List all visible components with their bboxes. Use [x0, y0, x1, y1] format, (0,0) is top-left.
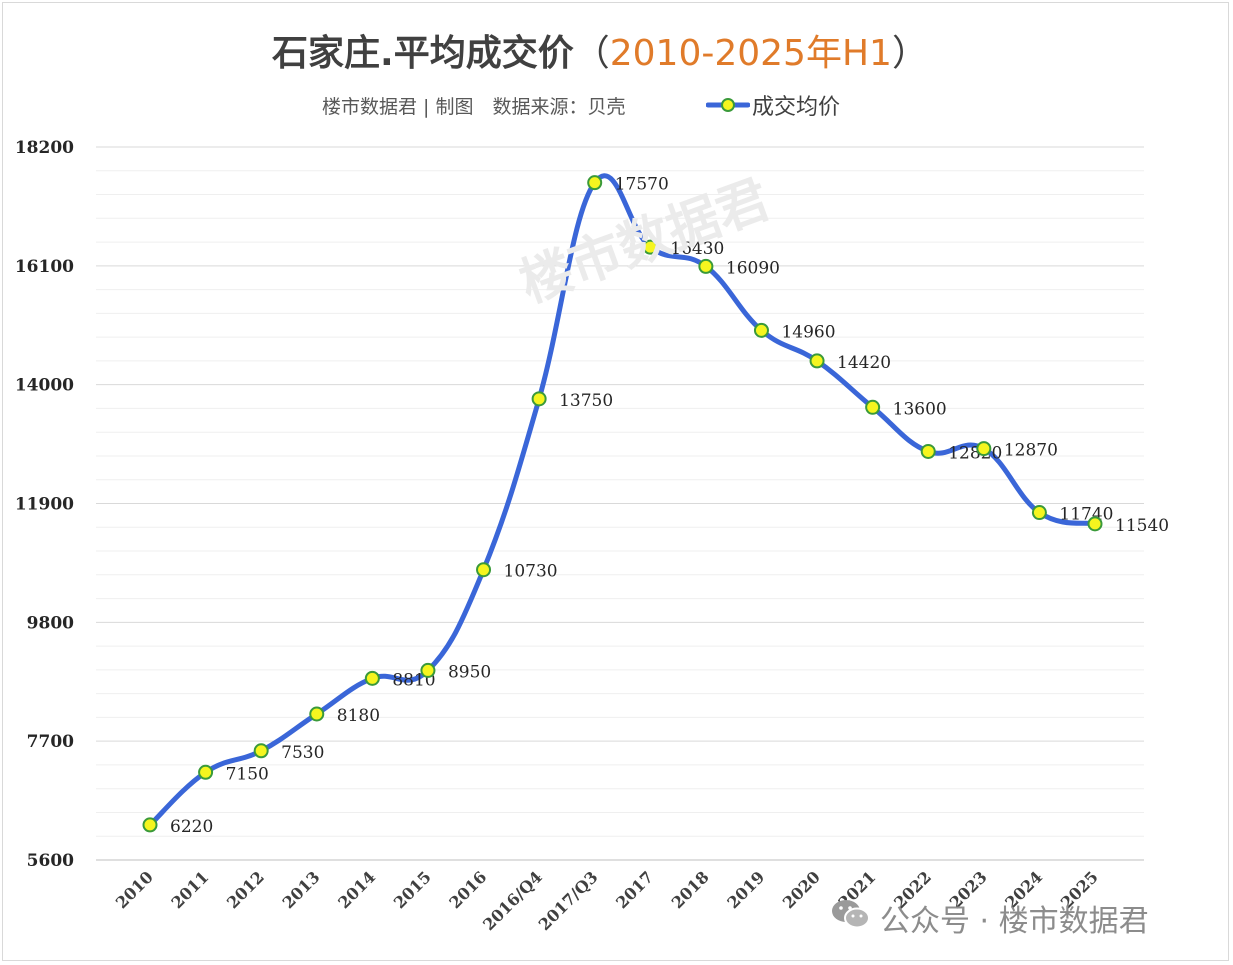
data-point	[420, 662, 436, 678]
data-point	[364, 670, 380, 686]
chart-legend: 成交均价	[705, 90, 841, 120]
data-label: 11540	[1115, 516, 1169, 536]
brand-footer: 公众号 · 楼市数据君	[830, 896, 1149, 940]
data-point	[587, 175, 603, 191]
x-tick-label: 2012	[223, 867, 268, 912]
data-point	[1087, 516, 1103, 532]
x-tick-label: 2018	[668, 867, 713, 912]
data-point	[642, 239, 658, 255]
y-tick-label: 16100	[15, 257, 74, 277]
x-tick-label: 2017	[612, 867, 657, 912]
x-tick-label: 2015	[390, 867, 435, 912]
data-label: 16430	[670, 239, 724, 259]
data-label: 6220	[170, 817, 213, 837]
title-open-paren: （	[573, 33, 610, 74]
data-label: 7150	[226, 764, 269, 784]
data-point	[142, 817, 158, 833]
data-label: 12820	[948, 443, 1002, 463]
data-point	[698, 258, 714, 274]
x-tick-label: 2013	[279, 867, 324, 912]
data-label: 16090	[726, 258, 780, 278]
title-main-text: 石家庄.平均成交价	[272, 33, 574, 74]
x-tick-label: 2016/Q4	[479, 867, 546, 934]
legend-label: 成交均价	[752, 95, 841, 120]
data-point	[920, 443, 936, 459]
y-tick-label: 5600	[27, 851, 74, 871]
data-label: 12870	[1004, 441, 1058, 461]
data-point	[309, 706, 325, 722]
y-tick-label: 9800	[27, 613, 74, 633]
x-tick-label: 2010	[112, 867, 157, 912]
x-tick-label: 2014	[334, 867, 379, 912]
data-point	[753, 322, 769, 338]
y-tick-label: 11900	[15, 495, 74, 515]
data-point	[865, 399, 881, 415]
title-accent-text: 2010-2025年H1	[609, 33, 892, 74]
wechat-icon	[830, 897, 872, 939]
x-tick-label: 2019	[723, 867, 768, 912]
chart-title: 石家庄.平均成交价（2010-2025年H1）	[0, 24, 1200, 76]
legend-marker	[721, 98, 735, 112]
data-point	[976, 441, 992, 457]
data-label: 8180	[337, 706, 380, 726]
data-point	[476, 562, 492, 578]
data-label: 14960	[781, 322, 835, 342]
y-tick-label: 18200	[15, 138, 74, 158]
chart-subtitle: 楼市数据君 | 制图 数据来源：贝壳	[322, 96, 626, 118]
data-point	[1031, 505, 1047, 521]
data-point	[253, 743, 269, 759]
x-tick-label: 2011	[167, 867, 212, 912]
y-tick-label: 7700	[27, 732, 74, 752]
data-point	[198, 764, 214, 780]
data-label: 10730	[504, 562, 558, 582]
legend-line-marker-icon	[705, 93, 751, 117]
x-tick-label: 2020	[779, 867, 824, 912]
data-label: 14420	[837, 353, 891, 373]
data-point	[809, 353, 825, 369]
x-tick-label: 2017/Q3	[535, 867, 602, 934]
data-label: 13600	[893, 399, 947, 419]
data-point	[531, 391, 547, 407]
data-label: 13750	[559, 391, 613, 411]
data-label: 7530	[281, 743, 324, 763]
title-close-paren: ）	[891, 33, 928, 74]
data-label: 8950	[448, 662, 491, 682]
data-label: 17570	[615, 175, 669, 195]
y-tick-label: 14000	[15, 376, 74, 396]
x-tick-label: 2016	[445, 867, 490, 912]
data-label: 11740	[1059, 505, 1113, 525]
brand-text: 公众号 · 楼市数据君	[880, 904, 1149, 939]
